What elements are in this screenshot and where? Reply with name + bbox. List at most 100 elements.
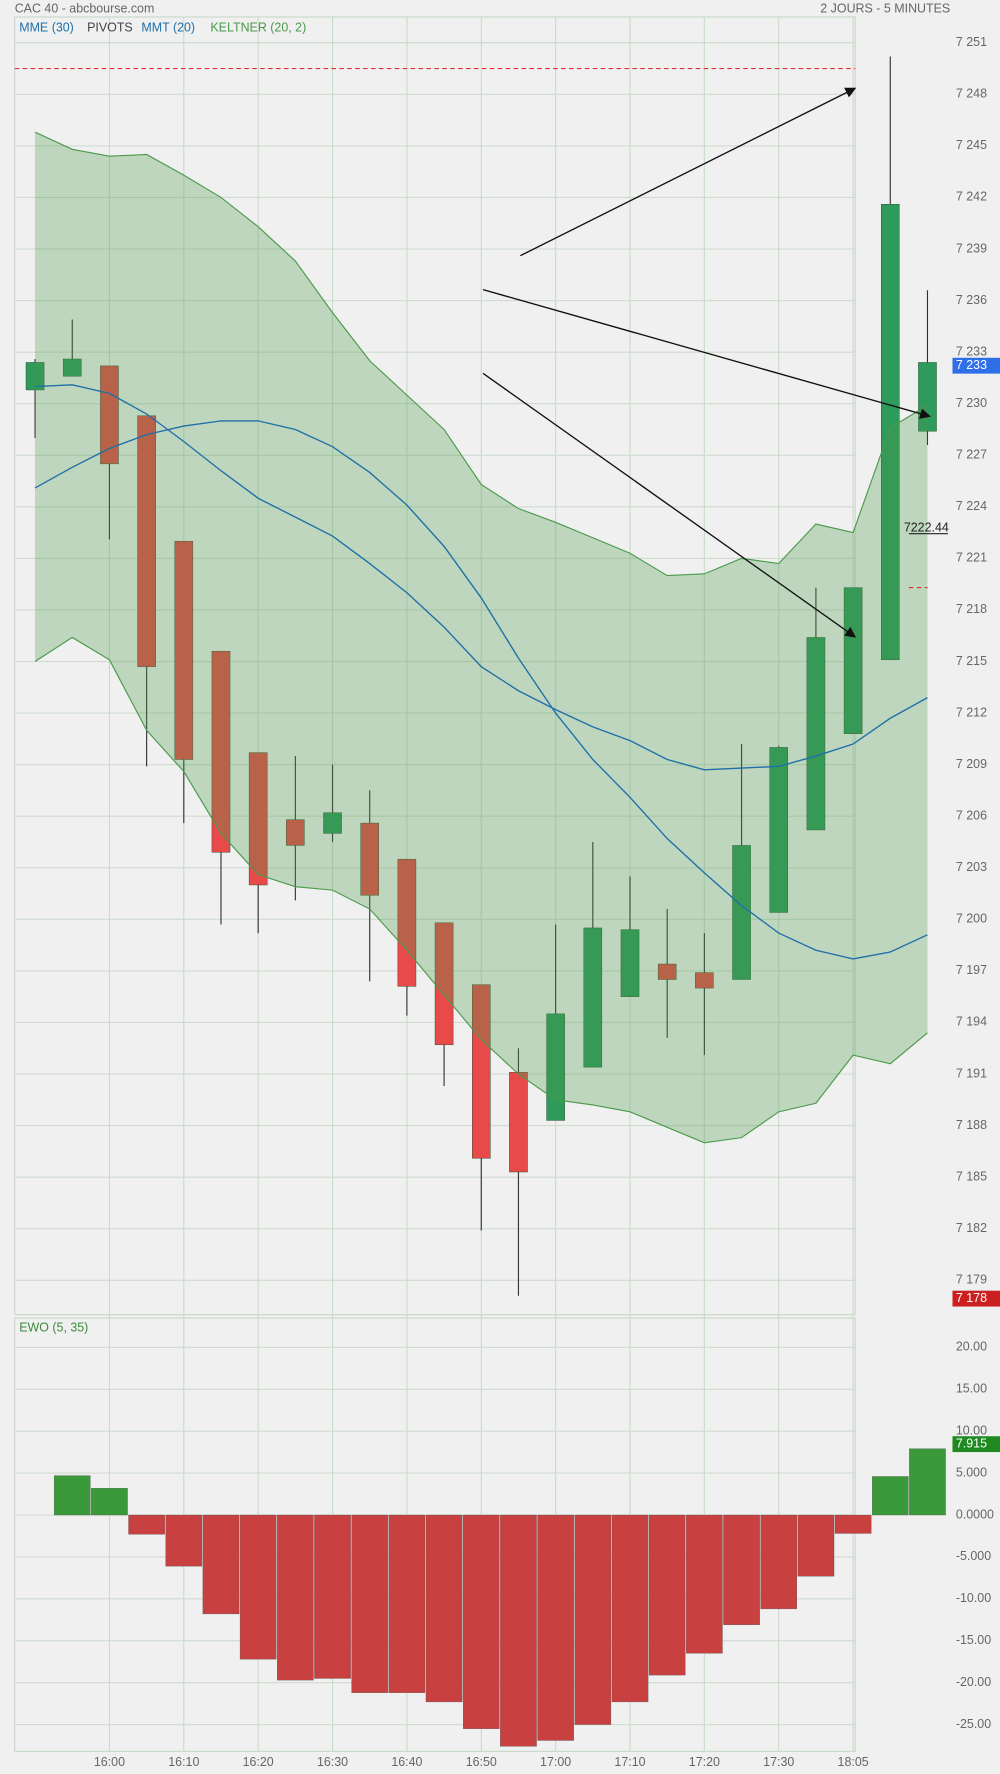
- price-tag: [952, 357, 1000, 374]
- x-tick-label: 17:30: [763, 1755, 794, 1769]
- y-tick-label: 0.0000: [956, 1507, 994, 1521]
- chart-title: CAC 40 - abcbourse.com: [15, 1, 155, 15]
- moving-average-line: [34, 420, 928, 960]
- y-tick-label: 7 200: [956, 912, 987, 926]
- y-tick-label: 7 239: [956, 241, 987, 255]
- candle-body: [695, 972, 714, 989]
- candle-body: [286, 819, 305, 846]
- candle-body: [25, 362, 45, 391]
- legend-entry: PIVOTS: [87, 21, 133, 35]
- y-tick-label: 7 230: [956, 396, 987, 410]
- y-tick-label: 7 182: [956, 1221, 987, 1235]
- y-tick-label: 7 251: [956, 35, 987, 49]
- y-tick-label: 7 215: [956, 654, 987, 668]
- y-tick-label: -5.000: [956, 1549, 991, 1563]
- candle-body: [620, 929, 640, 997]
- y-tick-label: 7 218: [956, 602, 987, 616]
- price-tag-label: 7 178: [956, 1291, 987, 1305]
- candle-body: [360, 822, 379, 896]
- y-tick-label: 7 209: [956, 757, 987, 771]
- ewo-bar: [388, 1514, 426, 1693]
- ewo-bar: [462, 1514, 500, 1729]
- ewo-bar: [834, 1514, 872, 1534]
- candle-body: [62, 358, 82, 377]
- candle-body: [806, 637, 826, 831]
- x-tick-label: 18:05: [838, 1755, 869, 1769]
- arrow: [520, 87, 857, 257]
- ewo-bar: [872, 1476, 909, 1516]
- y-tick-label: 7 227: [956, 448, 987, 462]
- ewo-plot-frame: [14, 1317, 856, 1752]
- chart-subtitle: 2 JOURS - 5 MINUTES: [820, 1, 950, 15]
- ewo-bar: [53, 1475, 91, 1516]
- ewo-bar: [91, 1488, 128, 1516]
- y-tick-label: 7 185: [956, 1169, 987, 1183]
- ewo-bar: [611, 1514, 649, 1703]
- ewo-bar: [351, 1514, 388, 1693]
- candle-body: [843, 587, 863, 734]
- candle-body: [509, 1072, 528, 1173]
- y-tick-label: 7 212: [956, 705, 987, 719]
- x-tick-label: 16:30: [317, 1755, 348, 1769]
- ewo-bar: [909, 1448, 946, 1516]
- ewo-bar: [128, 1514, 165, 1535]
- candle-body: [100, 365, 119, 465]
- arrow: [482, 372, 857, 638]
- candle-body: [323, 812, 342, 834]
- ewo-bar: [760, 1514, 798, 1610]
- price-tag-label: 7.915: [956, 1436, 987, 1450]
- candle-body: [881, 204, 900, 661]
- candle-body: [657, 963, 677, 980]
- y-tick-label: 7 248: [956, 87, 987, 101]
- x-tick-label: 17:20: [689, 1755, 720, 1769]
- y-tick-label: 7 197: [956, 963, 987, 977]
- price-tag: [952, 1436, 1000, 1453]
- ewo-bar: [537, 1514, 574, 1741]
- candle-body: [583, 927, 603, 1068]
- y-tick-label: 7 191: [956, 1066, 987, 1080]
- moving-average-line: [35, 384, 928, 771]
- candle-body: [769, 747, 789, 913]
- keltner-line: [34, 636, 928, 1144]
- legend-entry: MME (30): [19, 21, 74, 35]
- annotation-label: 7222.44: [904, 520, 949, 534]
- ewo-bar: [165, 1514, 203, 1567]
- legend-entry: KELTNER (20, 2): [210, 21, 306, 35]
- arrow: [482, 288, 931, 419]
- y-tick-label: -20.00: [956, 1675, 991, 1689]
- ewo-bar: [723, 1514, 760, 1625]
- keltner-band: [35, 132, 928, 1143]
- y-tick-label: 10.00: [956, 1423, 987, 1437]
- ewo-bar: [574, 1514, 612, 1725]
- y-tick-label: -25.00: [956, 1717, 991, 1731]
- x-tick-label: 16:10: [168, 1755, 199, 1769]
- y-tick-label: 7 194: [956, 1015, 987, 1029]
- candle-body: [397, 858, 417, 987]
- ewo-bar: [239, 1514, 277, 1660]
- candle-body: [248, 752, 268, 886]
- y-tick-label: 5.000: [956, 1465, 987, 1479]
- ewo-bar: [797, 1514, 835, 1577]
- ewo-bar: [686, 1514, 723, 1654]
- x-tick-label: 17:00: [540, 1755, 571, 1769]
- candle-body: [211, 650, 231, 853]
- price-tag: [952, 1290, 1000, 1307]
- legend-entry: MMT (20): [141, 21, 195, 35]
- ewo-bar: [425, 1514, 463, 1703]
- keltner-line: [34, 131, 928, 577]
- ewo-title: EWO (5, 35): [19, 1321, 88, 1335]
- ewo-bar: [500, 1514, 537, 1747]
- ewo-bar: [277, 1514, 314, 1681]
- y-tick-label: 7 236: [956, 293, 987, 307]
- y-tick-label: 7 224: [956, 499, 987, 513]
- x-tick-label: 16:20: [243, 1755, 274, 1769]
- ewo-bar: [648, 1514, 686, 1676]
- x-tick-label: 16:50: [466, 1755, 497, 1769]
- ewo-bar: [202, 1514, 240, 1615]
- candle-body: [137, 415, 156, 667]
- y-tick-label: 7 188: [956, 1118, 987, 1132]
- x-tick-label: 16:40: [391, 1755, 422, 1769]
- y-tick-label: 7 203: [956, 860, 987, 874]
